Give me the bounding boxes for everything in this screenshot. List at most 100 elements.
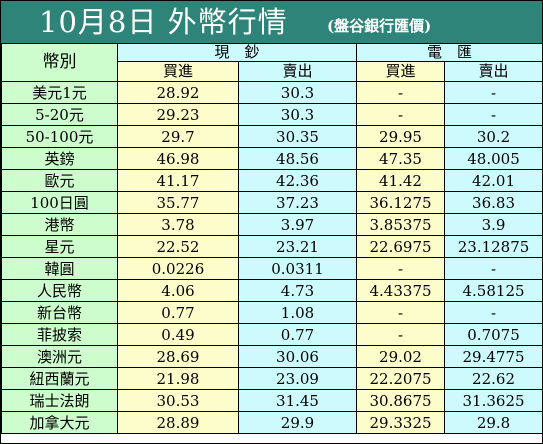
cell-tt-buy: - (356, 257, 446, 280)
cell-cash-buy: 22.52 (117, 235, 239, 258)
cell-currency: 英鎊 (1, 147, 118, 170)
table-row: 歐元 41.17 42.36 41.42 42.01 (1, 169, 543, 192)
cell-tt-buy: 47.35 (356, 147, 446, 170)
cell-cash-sell: 23.21 (237, 235, 358, 258)
cell-cash-buy: 46.98 (117, 147, 239, 170)
cell-currency: 50-100元 (1, 125, 118, 148)
cell-tt-buy: - (356, 323, 446, 346)
table-row: 韓圓 0.0226 0.0311- - (1, 257, 543, 280)
cell-cash-sell: 30.3 (237, 81, 358, 104)
cell-cash-sell: 42.36 (237, 169, 358, 192)
cell-tt-buy: 3.85375 (356, 213, 446, 236)
table-row: 5-20元 29.23 30.3- - (1, 103, 543, 126)
cell-cash-buy: 29.23 (117, 103, 239, 126)
table-row: 菲披索 0.49 0.77-0.7075 (1, 323, 543, 346)
cell-currency: 菲披索 (1, 323, 118, 346)
cell-currency: 新台幣 (1, 301, 118, 324)
cell-cash-sell: 37.23 (237, 191, 358, 214)
cell-cash-buy: 0.49 (117, 323, 239, 346)
cell-cash-buy: 21.98 (117, 367, 239, 390)
cell-cash-buy: 28.89 (117, 411, 239, 434)
cell-tt-sell: - (444, 103, 543, 126)
table-row: 50-100元 29.7 30.35 29.95 30.2 (1, 125, 543, 148)
cell-cash-sell: 4.73 (237, 279, 358, 302)
page-title: 10月8日 外幣行情 (39, 5, 288, 39)
cell-tt-sell: 4.58125 (444, 279, 543, 302)
cell-cash-buy: 29.7 (117, 125, 239, 148)
cell-currency: 紐西蘭元 (1, 367, 118, 390)
cell-tt-buy: 29.02 (356, 345, 446, 368)
cell-cash-buy: 28.69 (117, 345, 239, 368)
table-row: 100日圓 35.77 37.23 36.1275 36.83 (1, 191, 543, 214)
table-row: 瑞士法朗 30.53 31.45 30.8675 31.3625 (1, 389, 543, 412)
cell-cash-buy: 0.77 (117, 301, 239, 324)
cell-tt-sell: 22.62 (444, 367, 543, 390)
header-cash: 現 鈔 (116, 43, 358, 62)
exchange-rate-table: 幣別 現 鈔 電 匯 買進 賣出 買進 賣出 美元1元 28.92 30.3- -5-… (1, 43, 543, 434)
header-telegraphic: 電 匯 (356, 43, 543, 62)
cell-currency: 加拿大元 (1, 411, 118, 434)
cell-currency: 100日圓 (1, 191, 118, 214)
table-row: 人民幣 4.06 4.73 4.43375 4.58125 (1, 279, 543, 302)
table-row: 加拿大元 28.89 29.9 29.3325 29.8 (1, 411, 543, 434)
cell-cash-buy: 0.0226 (117, 257, 239, 280)
cell-currency: 美元1元 (1, 81, 118, 104)
cell-tt-sell: - (444, 301, 543, 324)
cell-currency: 星元 (1, 235, 118, 258)
cell-cash-buy: 30.53 (117, 389, 239, 412)
cell-cash-buy: 41.17 (117, 169, 239, 192)
cell-cash-sell: 0.0311 (237, 257, 358, 280)
cell-cash-buy: 3.78 (117, 213, 239, 236)
header-tt-buy: 買進 (356, 61, 446, 82)
cell-tt-sell: 0.7075 (444, 323, 543, 346)
title-bar: 10月8日 外幣行情 (盤谷銀行匯價) (1, 1, 542, 43)
cell-tt-buy: 36.1275 (356, 191, 446, 214)
cell-currency: 歐元 (1, 169, 118, 192)
cell-tt-sell: 29.8 (444, 411, 543, 434)
cell-cash-sell: 31.45 (237, 389, 358, 412)
cell-currency: 5-20元 (1, 103, 118, 126)
cell-tt-buy: 22.6975 (356, 235, 446, 258)
cell-cash-buy: 28.92 (117, 81, 239, 104)
header-currency: 幣別 (1, 43, 118, 82)
cell-cash-sell: 0.77 (237, 323, 358, 346)
cell-tt-buy: 30.8675 (356, 389, 446, 412)
cell-currency: 人民幣 (1, 279, 118, 302)
cell-tt-buy: - (356, 103, 446, 126)
cell-cash-sell: 23.09 (237, 367, 358, 390)
cell-cash-sell: 48.56 (237, 147, 358, 170)
cell-tt-sell: 3.9 (444, 213, 543, 236)
cell-tt-sell: 30.2 (444, 125, 543, 148)
cell-cash-sell: 1.08 (237, 301, 358, 324)
cell-tt-buy: 41.42 (356, 169, 446, 192)
page-subtitle: (盤谷銀行匯價) (327, 17, 432, 35)
table-row: 美元1元 28.92 30.3- - (1, 81, 543, 104)
cell-tt-sell: 36.83 (444, 191, 543, 214)
cell-cash-sell: 3.97 (237, 213, 358, 236)
cell-cash-buy: 4.06 (117, 279, 239, 302)
table-row: 港幣 3.78 3.97 3.85375 3.9 (1, 213, 543, 236)
cell-tt-buy: 22.2075 (356, 367, 446, 390)
table-row: 澳洲元 28.69 30.06 29.02 29.4775 (1, 345, 543, 368)
cell-currency: 澳洲元 (1, 345, 118, 368)
table-row: 新台幣 0.77 1.08- - (1, 301, 543, 324)
cell-tt-sell: 29.4775 (444, 345, 543, 368)
cell-tt-sell: 48.005 (444, 147, 543, 170)
cell-tt-sell: - (444, 257, 543, 280)
cell-cash-sell: 30.35 (237, 125, 358, 148)
cell-tt-buy: - (356, 301, 446, 324)
cell-tt-sell: 42.01 (444, 169, 543, 192)
cell-currency: 港幣 (1, 213, 118, 236)
cell-cash-sell: 30.06 (237, 345, 358, 368)
cell-tt-sell: - (444, 81, 543, 104)
cell-cash-buy: 35.77 (117, 191, 239, 214)
cell-cash-sell: 30.3 (237, 103, 358, 126)
cell-tt-sell: 31.3625 (444, 389, 543, 412)
table-row: 英鎊 46.98 48.56 47.35 48.005 (1, 147, 543, 170)
header-tt-sell: 賣出 (444, 61, 543, 82)
cell-tt-buy: - (356, 81, 446, 104)
cell-tt-sell: 23.12875 (444, 235, 543, 258)
table-row: 星元 22.52 23.21 22.6975 23.12875 (1, 235, 543, 258)
header-cash-sell: 賣出 (237, 61, 358, 82)
